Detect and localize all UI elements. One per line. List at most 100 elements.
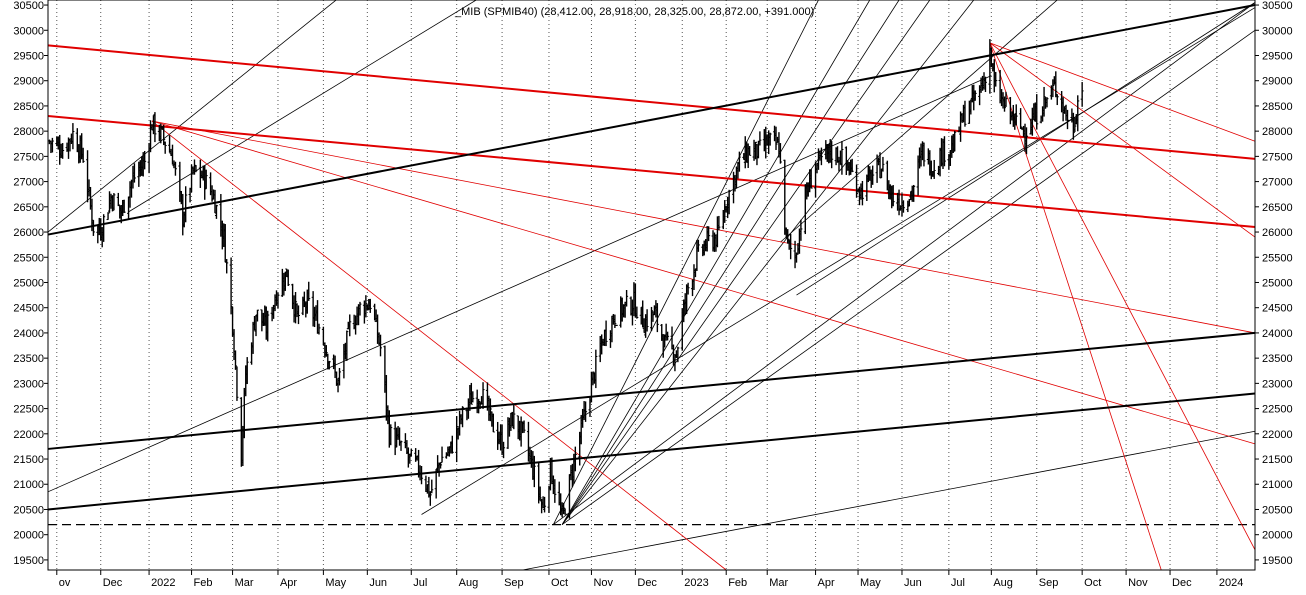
- x-tick-label: Dec: [103, 577, 123, 589]
- price-bar: [162, 124, 166, 146]
- price-bar: [122, 199, 126, 213]
- y-tick-label-left: 19500: [13, 555, 44, 567]
- price-bar: [912, 184, 916, 202]
- trendline: [553, 0, 819, 525]
- price-bar: [225, 259, 229, 274]
- price-bar: [67, 137, 71, 159]
- price-bar: [768, 132, 772, 146]
- price-bar: [214, 204, 218, 219]
- price-bar: [1014, 104, 1018, 126]
- price-bar: [276, 292, 280, 309]
- price-bar: [112, 193, 116, 211]
- price-bar: [1004, 91, 1008, 107]
- x-tick-label: 2022: [151, 577, 175, 589]
- price-bar: [625, 290, 629, 307]
- x-tick-label: Nov: [1128, 577, 1148, 589]
- price-bar: [635, 306, 639, 319]
- x-tick-label: Feb: [194, 577, 213, 589]
- x-tick-label: Apr: [280, 577, 297, 589]
- price-bar: [116, 192, 120, 207]
- price-bar: [855, 164, 859, 198]
- trendline: [561, 29, 1256, 525]
- trendline: [796, 2, 1256, 296]
- y-tick-label-right: 29000: [1262, 76, 1293, 88]
- y-tick-label-left: 25000: [13, 277, 44, 289]
- price-bar: [488, 398, 492, 422]
- price-bar: [409, 449, 413, 457]
- price-bar: [748, 146, 752, 156]
- price-bar: [428, 491, 432, 506]
- price-bar: [173, 161, 177, 176]
- price-bar: [532, 455, 536, 488]
- x-tick-label: Jul: [413, 577, 427, 589]
- price-bar: [1035, 94, 1039, 130]
- price-bar: [229, 257, 233, 315]
- price-bar: [184, 186, 188, 223]
- trendline-red: [989, 42, 1162, 571]
- price-bar: [1051, 79, 1055, 98]
- y-tick-label-left: 23000: [13, 378, 44, 390]
- price-bar: [266, 310, 270, 342]
- price-bar: [348, 314, 352, 337]
- price-bar: [143, 150, 147, 170]
- y-tick-label-right: 27000: [1262, 177, 1293, 189]
- x-tick-label: May: [325, 577, 346, 589]
- price-bar: [153, 112, 157, 143]
- x-tick-label: May: [860, 577, 881, 589]
- y-tick-label-left: 30000: [13, 25, 44, 37]
- price-bar: [61, 143, 65, 159]
- y-tick-label-right: 29500: [1262, 50, 1293, 62]
- price-bar: [481, 382, 485, 409]
- trendline: [780, 0, 1058, 243]
- price-bar: [963, 100, 967, 127]
- x-tick-label: Aug: [993, 577, 1013, 589]
- x-tick-label: Oct: [551, 577, 568, 589]
- y-tick-label-right: 24000: [1262, 328, 1293, 340]
- price-bar: [296, 305, 300, 325]
- price-bar: [502, 441, 506, 459]
- price-bar: [512, 403, 516, 430]
- price-bar: [562, 502, 566, 515]
- x-tick-label: Apr: [818, 577, 835, 589]
- x-tick-label: Mar: [235, 577, 254, 589]
- y-tick-label-left: 28000: [13, 126, 44, 138]
- price-bar: [461, 406, 465, 428]
- y-tick-label-left: 20000: [13, 530, 44, 542]
- y-tick-label-right: 23000: [1262, 378, 1293, 390]
- price-bar: [891, 185, 895, 207]
- y-tick-label-left: 27500: [13, 151, 44, 163]
- price-bar: [430, 479, 434, 494]
- price-bar: [471, 391, 475, 403]
- y-tick-label-right: 21000: [1262, 479, 1293, 491]
- price-bar: [973, 90, 977, 101]
- trendline-red-thick: [47, 115, 1256, 228]
- x-tick-label: Nov: [593, 577, 613, 589]
- y-tick-label-left: 26500: [13, 202, 44, 214]
- y-tick-label-left: 24000: [13, 328, 44, 340]
- price-bar: [294, 291, 298, 324]
- trendline-red: [989, 42, 1256, 238]
- price-bar: [994, 71, 998, 87]
- price-bar: [1042, 86, 1046, 117]
- price-bar: [389, 424, 393, 446]
- trendline-red: [989, 42, 1256, 551]
- price-bar: [983, 76, 987, 93]
- plot-frame: [47, 0, 1256, 571]
- price-bar: [1071, 112, 1075, 140]
- price-bar: [661, 334, 665, 358]
- price-bar: [132, 163, 136, 183]
- trendline: [522, 430, 1256, 571]
- y-tick-label-left: 29500: [13, 50, 44, 62]
- price-bar: [850, 158, 854, 173]
- price-bar: [379, 334, 383, 357]
- price-bar: [543, 496, 547, 513]
- price-bar: [717, 215, 721, 231]
- trendline-red-thick: [47, 44, 1256, 160]
- price-bar: [789, 233, 793, 260]
- price-bar: [573, 446, 577, 472]
- y-tick-label-left: 29000: [13, 76, 44, 88]
- price-bar: [420, 466, 424, 485]
- price-bar: [778, 143, 782, 164]
